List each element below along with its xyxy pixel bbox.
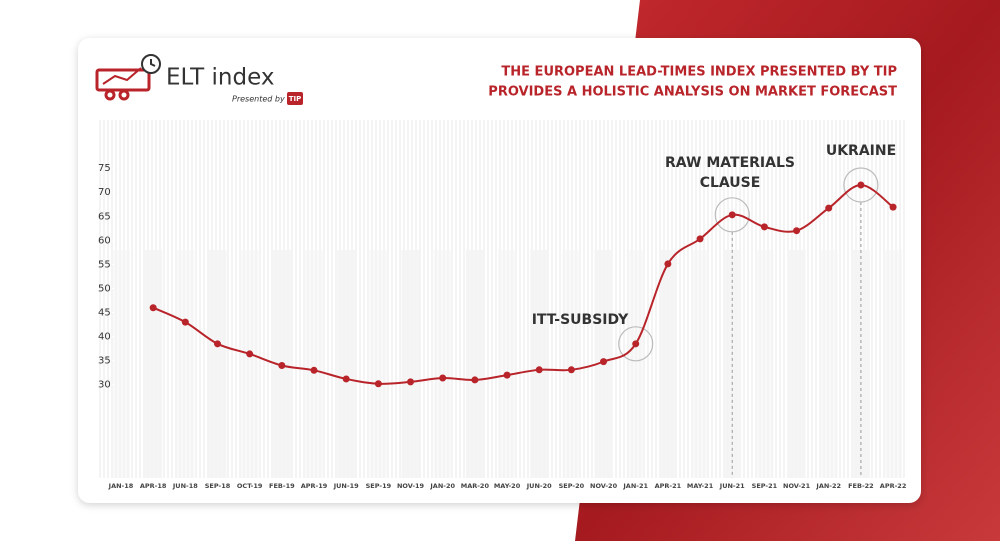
column-band	[176, 250, 195, 478]
x-tick-label: NOV-21	[783, 482, 811, 490]
x-tick-label: JUN-20	[526, 482, 552, 490]
point	[149, 304, 157, 312]
point	[825, 204, 833, 212]
point	[439, 374, 447, 382]
annotation: ITT-SUBSIDY	[532, 312, 629, 328]
point	[503, 371, 511, 379]
x-tick-label: SEP-18	[205, 482, 231, 490]
x-tick-label: NOV-20	[590, 482, 618, 490]
column-band	[337, 250, 356, 478]
point	[857, 181, 865, 189]
point	[728, 211, 736, 219]
point	[181, 318, 189, 326]
x-tick-label: APR-22	[880, 482, 907, 490]
y-tick-label: 75	[98, 163, 111, 174]
badge: TIP	[289, 95, 302, 103]
column-band	[562, 250, 581, 478]
annotation: UKRAINE	[826, 143, 896, 159]
column-band	[240, 250, 259, 478]
column-band	[433, 250, 452, 478]
x-tick-label: SEP-19	[366, 482, 392, 490]
presented-by: Presented by	[232, 95, 285, 104]
title-line: PROVIDES A HOLISTIC ANALYSIS ON MARKET F…	[488, 85, 897, 100]
column-band	[208, 250, 227, 478]
x-tick-label: JAN-20	[429, 482, 455, 490]
point	[342, 375, 350, 383]
column-band	[691, 250, 710, 478]
column-band	[112, 250, 130, 478]
point	[246, 350, 254, 358]
column-band	[465, 250, 484, 478]
highlight-circle	[843, 167, 879, 203]
point	[889, 203, 897, 211]
point	[760, 223, 768, 231]
x-tick-label: MAR-20	[461, 482, 490, 490]
x-tick-label: SEP-20	[559, 482, 585, 490]
x-tick-label: OCT-19	[237, 482, 263, 490]
x-tick-label: FEB-19	[269, 482, 295, 490]
point	[600, 358, 608, 366]
highlight-circle	[618, 326, 654, 362]
x-tick-label: JUN-21	[719, 482, 745, 490]
column-band	[755, 250, 774, 478]
x-tick-label: JUN-18	[172, 482, 198, 490]
x-tick-label: JUN-19	[333, 482, 359, 490]
point	[793, 227, 801, 235]
y-tick-label: 55	[98, 259, 111, 270]
column-band	[626, 250, 645, 478]
badge-box	[287, 92, 303, 105]
x-tick-label: APR-21	[655, 482, 682, 490]
point	[214, 340, 222, 348]
column-band	[369, 250, 388, 478]
y-tick-label: 45	[98, 308, 111, 319]
column-band	[787, 250, 806, 478]
point	[310, 366, 318, 374]
point	[632, 340, 640, 348]
x-tick-label: JAN-21	[622, 482, 648, 490]
column-band	[401, 250, 420, 478]
stripes	[99, 120, 905, 478]
column-band	[658, 250, 677, 478]
x-tick-label: APR-19	[301, 482, 328, 490]
column-band	[305, 250, 324, 478]
point	[696, 235, 704, 243]
x-tick-label: SEP-21	[752, 482, 778, 490]
x-tick-label: MAY-20	[494, 482, 521, 490]
logo-icon	[95, 54, 161, 101]
y-tick-label: 40	[98, 332, 111, 343]
x-tick-label: FEB-22	[848, 482, 874, 490]
y-tick-label: 35	[98, 356, 111, 367]
point	[407, 378, 415, 386]
y-tick-label: 50	[98, 283, 111, 294]
point	[278, 361, 286, 369]
point	[664, 260, 672, 268]
column-band	[144, 250, 163, 478]
highlight-circle	[714, 197, 750, 233]
column-band	[530, 250, 549, 478]
y-tick-label: 30	[98, 380, 111, 391]
point	[535, 366, 543, 374]
point	[471, 376, 479, 384]
y-tick-label: 70	[98, 187, 111, 198]
column-band	[498, 250, 517, 478]
column-band	[884, 250, 903, 478]
point	[567, 366, 575, 374]
column-band	[819, 250, 838, 478]
x-tick-label: MAY-21	[687, 482, 714, 490]
title-line: THE EUROPEAN LEAD-TIMES INDEX PRESENTED …	[501, 65, 897, 80]
x-tick-label: NOV-19	[397, 482, 425, 490]
point	[374, 380, 382, 388]
annotation: CLAUSE	[700, 175, 761, 191]
y-tick-label: 60	[98, 235, 111, 246]
annotation: RAW MATERIALS	[665, 155, 795, 171]
y-tick-label: 65	[98, 211, 111, 222]
x-tick-label: APR-18	[140, 482, 167, 490]
x-tick-label: JAN-18	[108, 482, 134, 490]
logo-text: ELT index	[166, 65, 274, 91]
x-tick-label: JAN-22	[815, 482, 841, 490]
